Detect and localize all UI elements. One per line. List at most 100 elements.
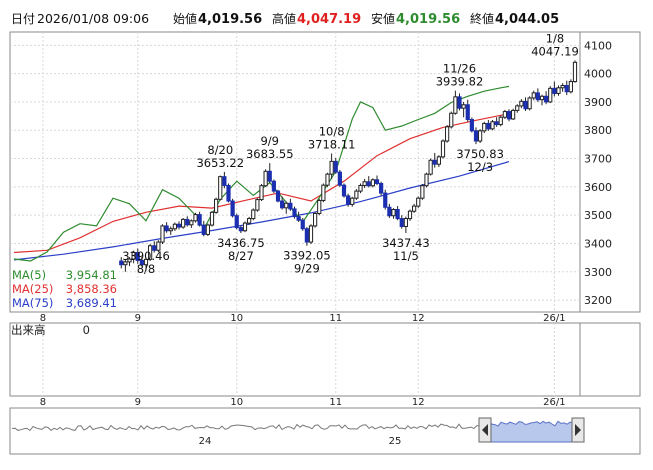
- candle: [515, 104, 520, 113]
- candle: [160, 224, 165, 245]
- legend-ma25-label: MA(25): [12, 282, 53, 296]
- candle: [461, 101, 466, 118]
- annotation-price: 3653.22: [196, 156, 244, 170]
- candle: [399, 215, 404, 229]
- candle: [172, 222, 177, 232]
- candle: [387, 203, 392, 218]
- candle-body: [519, 100, 524, 107]
- annotation-date: 9/9: [260, 134, 279, 148]
- x-tick-label: 10: [230, 397, 243, 408]
- candle: [300, 218, 305, 231]
- candle: [370, 178, 375, 188]
- candle-body: [181, 218, 186, 228]
- candle-body: [370, 179, 375, 187]
- candle: [271, 179, 276, 194]
- candle-body: [189, 220, 194, 226]
- x-tick-label: 10: [230, 313, 243, 324]
- candle: [473, 127, 479, 145]
- candle: [341, 183, 347, 198]
- candle-body: [234, 215, 239, 229]
- candle-body: [263, 170, 268, 187]
- navigator-selected-range[interactable]: [485, 420, 580, 443]
- candle: [403, 216, 408, 234]
- annotation-price: 4047.19: [531, 44, 579, 58]
- x-tick-label: 12: [412, 313, 425, 324]
- candle: [284, 201, 289, 214]
- candle: [412, 203, 417, 213]
- candle: [482, 121, 487, 134]
- navigator-left-handle[interactable]: [478, 417, 492, 443]
- datetime-value: 2026/01/08 09:06: [37, 11, 149, 26]
- candle-body: [214, 198, 219, 213]
- candle: [362, 178, 367, 188]
- candle: [511, 108, 516, 121]
- candle: [395, 206, 400, 221]
- navigator-tick-25: 25: [389, 436, 402, 447]
- candle-body: [152, 245, 157, 251]
- candle: [498, 115, 503, 127]
- navigator-history-line: [11, 423, 484, 432]
- candle-body: [251, 209, 256, 220]
- candle: [242, 221, 248, 233]
- candlesticks: [119, 60, 578, 272]
- candle: [374, 175, 380, 186]
- annotation-date: 11/26: [443, 62, 476, 76]
- candle-body: [572, 61, 578, 83]
- candle: [263, 169, 268, 187]
- annotation-low: 3390.468/8: [122, 249, 170, 276]
- candle-body: [469, 118, 474, 132]
- candle: [176, 221, 182, 230]
- annotation-price: 3437.43: [382, 236, 430, 250]
- navigator-tick-24: 24: [199, 436, 212, 447]
- candle: [527, 96, 532, 111]
- candle-body: [494, 121, 499, 126]
- candle: [453, 90, 458, 115]
- candle-body: [267, 170, 272, 182]
- candle: [193, 212, 198, 223]
- candle: [313, 211, 318, 228]
- candle-body: [568, 81, 573, 93]
- candle: [308, 224, 314, 245]
- candle-body: [424, 173, 429, 187]
- candle-body: [350, 197, 355, 205]
- candle: [123, 259, 128, 272]
- candle: [288, 198, 293, 211]
- low-value: 4,019.56: [396, 12, 460, 27]
- month-axis-bottom: 8 9 10 11 12 26/1: [40, 397, 566, 408]
- candle: [156, 240, 161, 252]
- candle: [548, 86, 553, 104]
- candle-body: [255, 199, 260, 211]
- annotation-price: 3718.11: [308, 137, 356, 151]
- chevron-left-icon: [482, 424, 488, 436]
- candle-body: [168, 228, 173, 232]
- candle-body: [473, 130, 479, 142]
- candle-body: [531, 92, 536, 99]
- y-tick-label: 3800: [584, 124, 612, 137]
- open-label: 始値: [173, 11, 197, 26]
- candle: [201, 220, 206, 237]
- price-panel-frame: [9, 31, 641, 313]
- candle-body: [564, 85, 569, 93]
- candle-body: [271, 180, 276, 192]
- candle: [506, 109, 512, 122]
- candle-body: [527, 97, 532, 110]
- candle: [321, 183, 326, 203]
- candle-body: [362, 181, 367, 186]
- candle-body: [544, 95, 549, 103]
- candle: [407, 209, 413, 221]
- candle-body: [156, 241, 161, 251]
- candle: [325, 172, 330, 187]
- annotation-price: 3390.46: [122, 249, 170, 263]
- candle: [181, 218, 186, 229]
- candle: [358, 183, 363, 194]
- navigator-right-handle[interactable]: [571, 417, 585, 443]
- candle-body: [432, 159, 437, 165]
- annotation-price: 3436.75: [217, 236, 265, 250]
- annotation-date: 12/3: [467, 160, 493, 174]
- legend-ma5-value: 3,954.81: [66, 268, 117, 282]
- candle-body: [209, 211, 215, 226]
- candle-body: [242, 222, 248, 232]
- candle: [494, 117, 499, 127]
- candle: [428, 158, 433, 176]
